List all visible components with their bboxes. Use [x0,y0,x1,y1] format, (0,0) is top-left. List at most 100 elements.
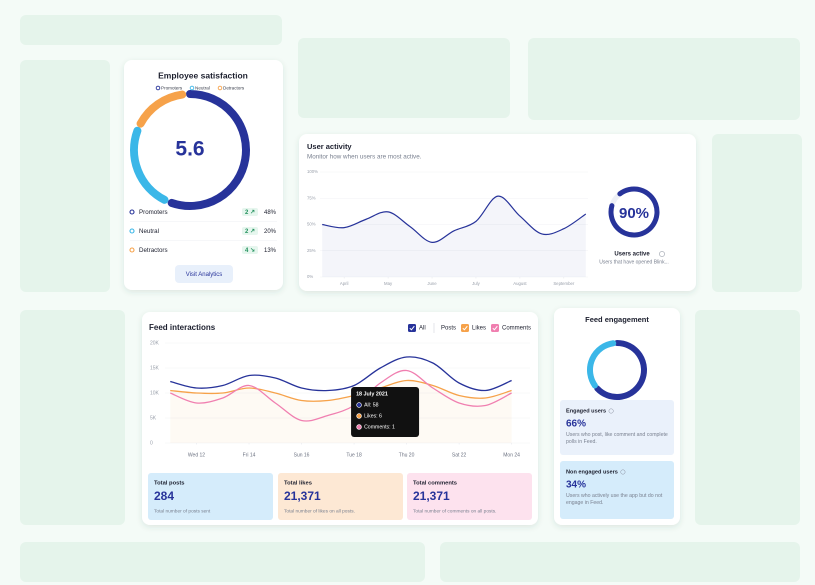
legend-dot [189,85,195,91]
tooltip-date: 18 July 2021 [356,391,388,397]
donut-segment [130,126,169,204]
legend-checkbox[interactable] [408,324,416,332]
y-tick-label: 25% [307,248,316,253]
segment-title: Engaged users [566,408,606,414]
segment-box [560,400,674,455]
donut-segment [587,340,617,389]
x-tick-label: Sun 16 [294,452,310,458]
stat-description: Total number of likes on all posts. [284,508,355,514]
row-count: 4 [245,248,249,254]
trend-arrow [250,247,255,252]
legend-label: Detractors [223,86,245,91]
legend-label: Likes [472,326,486,332]
tooltip-row: All: 58 [364,402,379,408]
info-icon[interactable] [659,251,665,257]
y-tick-label: 0 [150,440,153,446]
trend-arrow [250,228,255,233]
segment-description-text: Users who post, like comment and complet… [566,432,668,446]
trend-arrow [250,209,255,214]
x-tick-label: Tue 18 [346,452,362,458]
x-tick-label: Mon 24 [503,452,520,458]
gauge-title: Users active [614,252,650,258]
x-tick-label: Wed 12 [188,452,205,458]
tooltip-row: Likes: 6 [364,413,382,419]
y-tick-label: 15K [150,365,160,371]
gauge-subtitle: Users that have opened Blink... [599,259,669,265]
trend-badge [242,246,258,254]
stat-title: Total posts [154,481,185,487]
y-tick-label: 10K [150,390,160,396]
x-tick-label: August [513,281,527,286]
stat-value: 21,371 [413,489,450,503]
legend-label: Promoters [161,86,183,91]
row-count: 2 [245,229,249,235]
stat-box [148,473,273,520]
x-tick-label: May [384,281,393,286]
segment-title: Non engaged users [566,469,618,475]
legend-label[interactable]: Posts [441,326,456,332]
x-tick-label: July [472,281,480,286]
info-icon[interactable] [608,408,614,414]
gauge-arc [608,186,660,238]
donut-segment [594,340,647,400]
segment-value: 66% [566,419,586,430]
tooltip-dot [356,402,362,408]
segment-description-text: Users who actively use the app but do no… [566,493,663,507]
segment-value: 34% [566,480,586,491]
stat-description: Total number of posts sent [154,508,211,514]
legend-label: All [419,326,426,332]
legend-label: Neutral [195,86,210,91]
stat-value: 284 [154,489,174,503]
tooltip-row: Comments: 1 [364,424,395,430]
row-dot [129,228,135,234]
y-tick-label: 100% [307,169,318,174]
x-tick-label: June [427,281,437,286]
y-tick-label: 20K [150,340,160,346]
row-percent: 20% [264,229,277,235]
score: 5.6 [175,138,204,161]
line [170,379,512,402]
card-title: Feed interactions [149,323,216,332]
stat-title: Total likes [284,481,312,487]
y-tick-label: 50% [307,222,316,227]
row-label: Neutral [139,228,159,235]
row-label: Detractors [139,247,168,254]
stat-box [407,473,532,520]
tooltip [351,387,420,437]
segment-box [560,461,674,519]
button[interactable] [175,265,233,283]
x-tick-label: September [553,281,575,286]
stat-title: Total comments [413,481,457,487]
y-tick-label: 0% [307,274,313,279]
legend-label: Comments [502,326,531,332]
card-subtitle: Monitor how when users are most active. [307,154,422,161]
y-tick-label: 75% [307,195,316,200]
legend-checkbox[interactable] [461,324,469,332]
donut-segment [136,90,187,128]
row-count: 2 [245,210,249,216]
x-tick-label: Fri 14 [243,452,256,458]
card-title: Employee satisfaction [158,70,248,80]
tooltip-dot [356,424,362,430]
backdrop-tiles [20,15,802,582]
x-tick-label: Sat 22 [452,452,467,458]
legend-dot [217,85,223,91]
row-label: Promoters [139,209,168,216]
stat-box [278,473,403,520]
x-tick-label: Thu 20 [399,452,415,458]
row-dot [129,209,135,215]
x-tick-label: April [340,281,349,286]
segment-description: Users who post, like comment and complet… [566,432,668,446]
info-icon[interactable] [620,469,626,475]
button-label[interactable]: Visit Analytics [186,272,223,278]
line [170,356,512,392]
card-title: Feed engagement [585,315,649,324]
legend-checkbox[interactable] [491,324,499,332]
legend-check [409,325,415,331]
row-dot [129,247,135,253]
row-percent: 48% [264,210,277,216]
legend-check [492,325,498,331]
card-title: User activity [307,142,352,151]
